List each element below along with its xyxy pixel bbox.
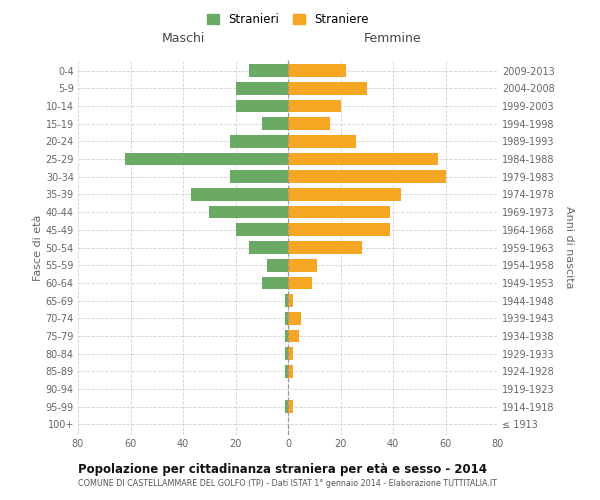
- Bar: [288, 365, 293, 378]
- Legend: Stranieri, Straniere: Stranieri, Straniere: [207, 14, 369, 26]
- Bar: [230, 135, 288, 147]
- Text: Femmine: Femmine: [364, 32, 422, 45]
- Bar: [288, 188, 401, 201]
- Bar: [267, 259, 288, 272]
- Bar: [288, 312, 301, 324]
- Bar: [288, 64, 346, 77]
- Bar: [288, 348, 293, 360]
- Bar: [262, 276, 288, 289]
- Bar: [288, 82, 367, 94]
- Bar: [288, 224, 391, 236]
- Text: COMUNE DI CASTELLAMMARE DEL GOLFO (TP) - Dati ISTAT 1° gennaio 2014 - Elaborazio: COMUNE DI CASTELLAMMARE DEL GOLFO (TP) -…: [78, 479, 497, 488]
- Bar: [286, 312, 288, 324]
- Bar: [288, 135, 356, 147]
- Bar: [286, 365, 288, 378]
- Bar: [209, 206, 288, 218]
- Bar: [248, 64, 288, 77]
- Bar: [286, 400, 288, 413]
- Bar: [288, 100, 341, 112]
- Text: Maschi: Maschi: [161, 32, 205, 45]
- Bar: [125, 152, 288, 166]
- Bar: [286, 330, 288, 342]
- Y-axis label: Fasce di età: Fasce di età: [32, 214, 43, 280]
- Bar: [235, 100, 288, 112]
- Bar: [288, 294, 293, 307]
- Bar: [288, 330, 299, 342]
- Bar: [288, 241, 361, 254]
- Bar: [288, 118, 330, 130]
- Bar: [286, 348, 288, 360]
- Y-axis label: Anni di nascita: Anni di nascita: [565, 206, 574, 289]
- Bar: [191, 188, 288, 201]
- Bar: [288, 259, 317, 272]
- Bar: [262, 118, 288, 130]
- Bar: [286, 294, 288, 307]
- Bar: [235, 82, 288, 94]
- Bar: [230, 170, 288, 183]
- Text: Popolazione per cittadinanza straniera per età e sesso - 2014: Popolazione per cittadinanza straniera p…: [78, 462, 487, 475]
- Bar: [288, 170, 445, 183]
- Bar: [288, 276, 311, 289]
- Bar: [288, 152, 437, 166]
- Bar: [288, 206, 391, 218]
- Bar: [235, 224, 288, 236]
- Bar: [248, 241, 288, 254]
- Bar: [288, 400, 293, 413]
